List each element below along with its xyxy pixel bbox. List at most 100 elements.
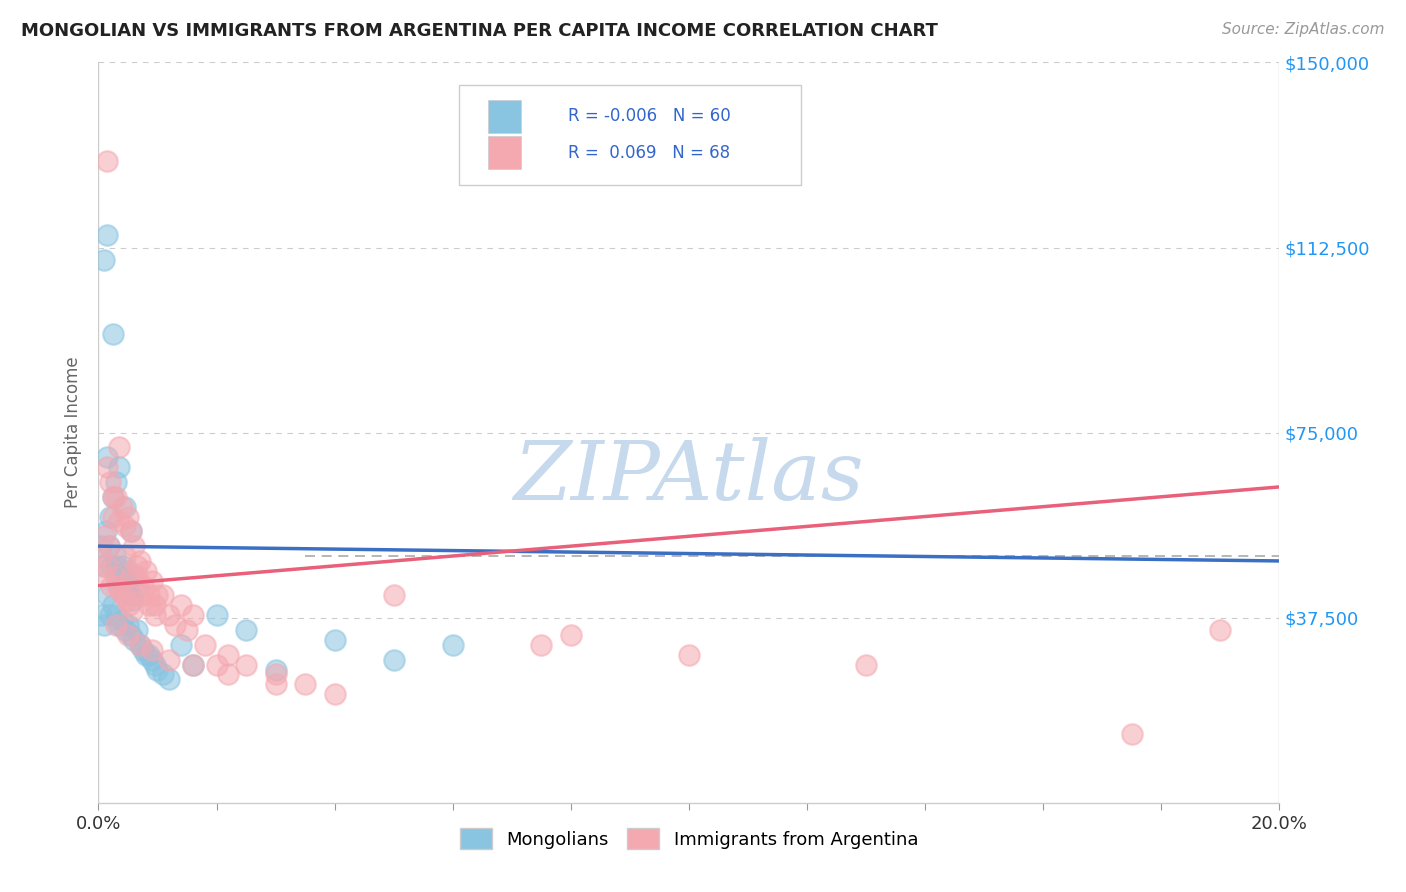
Point — [152, 589, 174, 603]
Point — [323, 687, 346, 701]
FancyBboxPatch shape — [458, 85, 801, 185]
Point — [122, 632, 145, 647]
Point — [141, 653, 163, 667]
Point — [1209, 623, 1232, 637]
Text: MONGOLIAN VS IMMIGRANTS FROM ARGENTINA PER CAPITA INCOME CORRELATION CHART: MONGOLIAN VS IMMIGRANTS FROM ARGENTINA P… — [21, 22, 938, 40]
Point — [120, 524, 142, 539]
Point — [121, 603, 143, 617]
Point — [108, 460, 131, 475]
Point — [120, 568, 142, 582]
Point — [104, 568, 127, 582]
Point — [105, 475, 128, 489]
Bar — [488, 136, 522, 169]
Point — [117, 628, 139, 642]
Point — [103, 490, 125, 504]
Point — [146, 589, 169, 603]
Point — [132, 642, 155, 657]
Point — [110, 583, 132, 598]
Point — [118, 599, 141, 613]
Point — [103, 509, 125, 524]
Point — [441, 638, 464, 652]
Point — [111, 500, 134, 514]
Point — [217, 667, 239, 681]
Point — [205, 608, 228, 623]
Point — [117, 509, 139, 524]
Text: R =  0.069   N = 68: R = 0.069 N = 68 — [568, 144, 731, 161]
Point — [103, 326, 125, 341]
Point — [194, 638, 217, 652]
Point — [98, 539, 121, 553]
Point — [114, 549, 136, 563]
Point — [90, 608, 112, 623]
Point — [264, 677, 287, 691]
Point — [217, 648, 239, 662]
Point — [108, 618, 131, 632]
Point — [96, 589, 118, 603]
Point — [138, 648, 160, 662]
Point — [105, 568, 128, 582]
Point — [138, 589, 160, 603]
Point — [181, 608, 204, 623]
Point — [157, 653, 180, 667]
Point — [122, 568, 145, 582]
Point — [128, 638, 150, 652]
Point — [235, 657, 257, 672]
Legend: Mongolians, Immigrants from Argentina: Mongolians, Immigrants from Argentina — [460, 829, 918, 849]
Point — [91, 558, 114, 573]
Point — [110, 568, 132, 582]
Point — [181, 657, 204, 672]
Point — [105, 608, 128, 623]
Point — [121, 593, 143, 607]
Point — [98, 539, 121, 553]
Point — [96, 450, 118, 465]
Point — [96, 460, 118, 475]
Point — [98, 509, 121, 524]
Point — [678, 648, 700, 662]
Point — [91, 568, 114, 582]
Point — [108, 441, 131, 455]
Point — [855, 657, 877, 672]
Point — [560, 628, 582, 642]
Point — [1121, 727, 1143, 741]
Point — [93, 529, 115, 543]
Point — [117, 574, 139, 588]
Point — [111, 574, 134, 588]
Point — [120, 589, 142, 603]
Point — [115, 583, 138, 598]
Point — [143, 608, 166, 623]
Point — [90, 549, 112, 563]
Point — [176, 623, 198, 637]
Point — [96, 228, 118, 243]
Point — [111, 613, 134, 627]
Point — [141, 574, 163, 588]
Text: R = -0.006   N = 60: R = -0.006 N = 60 — [568, 108, 731, 126]
Text: ZIPAtlas: ZIPAtlas — [513, 437, 865, 517]
Point — [165, 618, 187, 632]
Point — [205, 657, 228, 672]
Point — [98, 475, 121, 489]
Point — [112, 589, 135, 603]
Point — [264, 667, 287, 681]
Point — [128, 638, 150, 652]
Point — [152, 667, 174, 681]
Point — [98, 608, 121, 623]
Point — [143, 657, 166, 672]
Point — [323, 632, 346, 647]
Point — [104, 549, 127, 563]
Point — [118, 564, 141, 578]
Point — [132, 589, 155, 603]
Y-axis label: Per Capita Income: Per Capita Income — [65, 357, 83, 508]
Point — [125, 623, 148, 637]
Point — [93, 252, 115, 267]
Point — [94, 558, 117, 573]
Point — [382, 653, 405, 667]
Point — [264, 663, 287, 677]
Point — [93, 618, 115, 632]
Point — [143, 599, 166, 613]
Point — [120, 524, 142, 539]
Point — [120, 628, 142, 642]
Point — [122, 539, 145, 553]
Point — [125, 579, 148, 593]
Point — [235, 623, 257, 637]
Point — [114, 519, 136, 533]
